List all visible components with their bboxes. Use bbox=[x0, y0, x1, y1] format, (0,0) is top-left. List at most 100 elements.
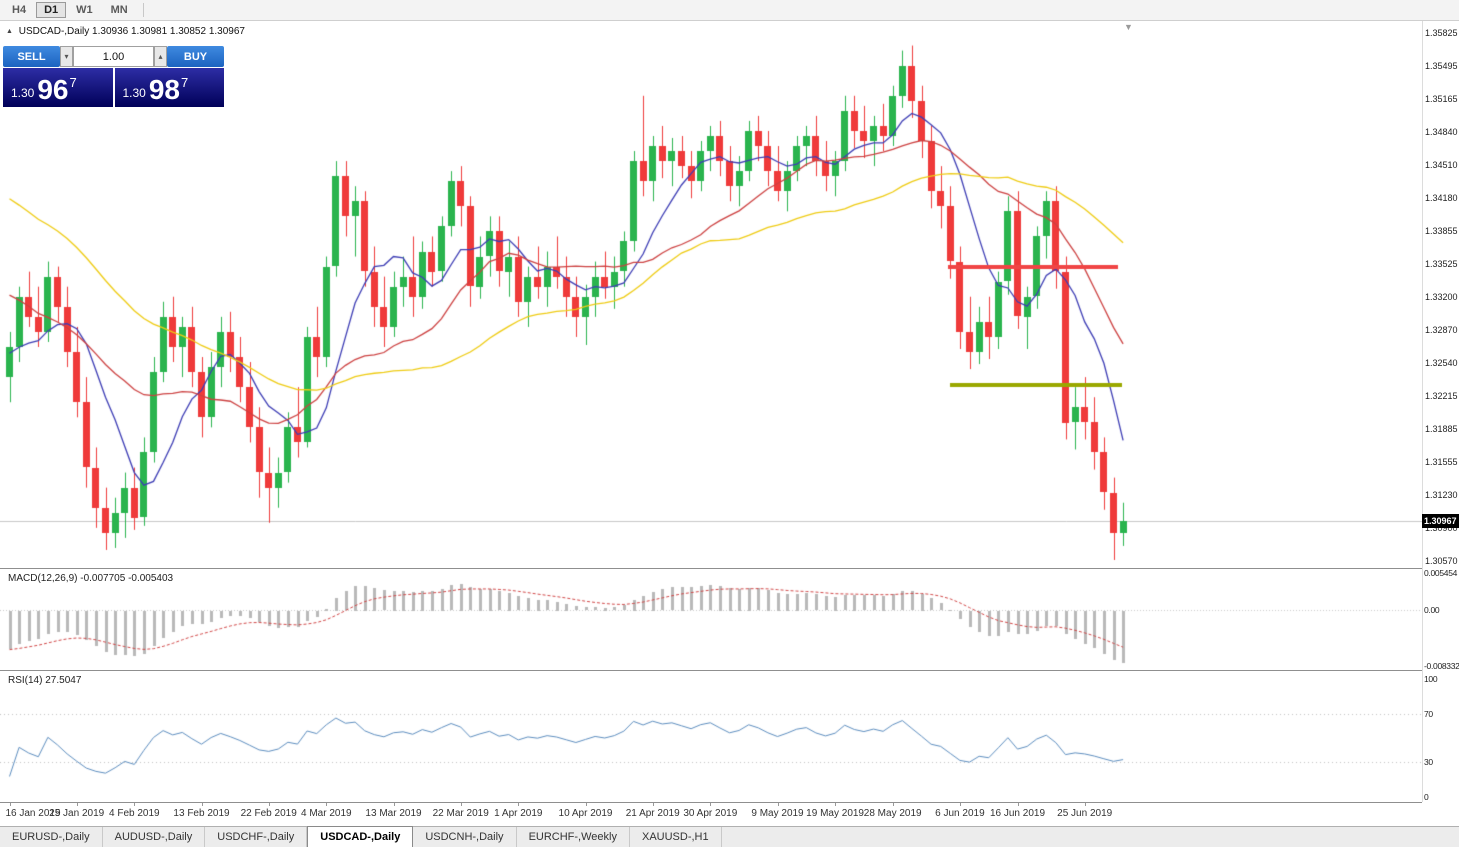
trade-prices-row: 1.30 96 7 1.30 98 7 bbox=[3, 68, 224, 107]
indicator-axis-label: 70 bbox=[1424, 709, 1433, 719]
chart-tab-bar: EURUSD-,Daily AUDUSD-,Daily USDCHF-,Daily U… bbox=[0, 826, 1459, 847]
chart-title-text: USDCAD-,Daily 1.30936 1.30981 1.30852 1.… bbox=[18, 26, 245, 37]
rsi-label: RSI(14) 27.5047 bbox=[8, 675, 82, 686]
chart-tab-usdchf-daily[interactable]: USDCHF-,Daily bbox=[205, 827, 308, 847]
rsi-indicator-canvas[interactable] bbox=[0, 671, 1422, 802]
date-tick-mark bbox=[202, 803, 203, 806]
date-axis-label: 4 Feb 2019 bbox=[108, 808, 160, 819]
date-tick-mark bbox=[960, 803, 961, 806]
date-tick-mark bbox=[835, 803, 836, 806]
date-axis-label: 13 Mar 2019 bbox=[365, 808, 422, 819]
date-axis-label: 25 Jan 2019 bbox=[49, 808, 105, 819]
timeframe-button-mn[interactable]: MN bbox=[110, 4, 128, 16]
volume-input[interactable]: 1.00 bbox=[73, 46, 154, 67]
one-click-trading-panel: SELL ▾ 1.00 ▴ BUY 1.30 96 7 1.30 98 7 bbox=[3, 46, 224, 107]
buy-price-display[interactable]: 1.30 98 7 bbox=[114, 68, 224, 107]
date-axis-label: 22 Feb 2019 bbox=[240, 808, 297, 819]
sell-button[interactable]: SELL bbox=[3, 46, 60, 67]
date-axis-label: 21 Apr 2019 bbox=[625, 808, 680, 819]
date-axis-label: 30 Apr 2019 bbox=[683, 808, 738, 819]
sell-price-display[interactable]: 1.30 96 7 bbox=[3, 68, 113, 107]
date-axis-label: 4 Mar 2019 bbox=[301, 808, 352, 819]
price-axis-label: 1.31885 bbox=[1425, 424, 1458, 434]
timeframe-toolbar: H4 D1 W1 MN bbox=[0, 0, 1459, 21]
buy-button[interactable]: BUY bbox=[167, 46, 224, 67]
price-axis-label: 1.32540 bbox=[1425, 358, 1458, 368]
volume-increase-button[interactable]: ▴ bbox=[154, 46, 167, 67]
chart-tab-eurusd-daily[interactable]: EURUSD-,Daily bbox=[0, 827, 103, 847]
sell-price-main: 96 bbox=[37, 74, 69, 105]
date-axis-label: 9 May 2019 bbox=[751, 808, 804, 819]
price-axis[interactable]: 1.30967 1.35825 1.35495 1.35165 1.34840 1.34… bbox=[1422, 0, 1459, 847]
indicator-axis-label: 0.00 bbox=[1424, 605, 1440, 615]
timeframe-buttons-group: H4 D1 W1 MN bbox=[0, 0, 137, 20]
price-axis-label: 1.34180 bbox=[1425, 193, 1458, 203]
price-chart-canvas[interactable] bbox=[0, 21, 1422, 568]
date-tick-mark bbox=[1085, 803, 1086, 806]
axis-vertical-line bbox=[1422, 21, 1423, 802]
chart-title: ▲ USDCAD-,Daily 1.30936 1.30981 1.30852 … bbox=[6, 26, 245, 37]
macd-label: MACD(12,26,9) -0.007705 -0.005403 bbox=[8, 573, 174, 584]
price-axis-label: 1.33855 bbox=[1425, 226, 1458, 236]
date-axis-label: 13 Feb 2019 bbox=[173, 808, 230, 819]
date-axis-separator bbox=[0, 802, 1459, 803]
price-axis-label: 1.35165 bbox=[1425, 94, 1458, 104]
date-tick-mark bbox=[893, 803, 894, 806]
date-tick-mark bbox=[778, 803, 779, 806]
chart-shift-marker[interactable]: ▼ bbox=[1124, 22, 1133, 32]
price-axis-label: 1.31555 bbox=[1425, 457, 1458, 467]
price-axis-label: 1.32215 bbox=[1425, 391, 1458, 401]
date-tick-mark bbox=[134, 803, 135, 806]
date-tick-mark bbox=[10, 803, 11, 806]
date-axis-label: 28 May 2019 bbox=[863, 808, 922, 819]
price-axis-label: 1.34840 bbox=[1425, 127, 1458, 137]
date-tick-mark bbox=[77, 803, 78, 806]
buy-price-main: 98 bbox=[148, 74, 181, 105]
date-axis-label: 19 May 2019 bbox=[806, 808, 865, 819]
price-axis-label: 1.35825 bbox=[1425, 28, 1458, 38]
chart-tab-usdcad-daily[interactable]: USDCAD-,Daily bbox=[307, 826, 414, 847]
date-tick-mark bbox=[586, 803, 587, 806]
price-axis-label: 1.32870 bbox=[1425, 325, 1458, 335]
date-axis-label: 16 Jun 2019 bbox=[989, 808, 1046, 819]
date-axis-label: 16 Jan 2019 bbox=[5, 808, 61, 819]
date-axis-label: 22 Mar 2019 bbox=[432, 808, 489, 819]
indicator-axis-label: 0 bbox=[1424, 792, 1429, 802]
date-tick-mark bbox=[461, 803, 462, 806]
toolbar-separator bbox=[142, 3, 144, 17]
chart-tab-usdcnh-daily[interactable]: USDCNH-,Daily bbox=[413, 827, 517, 847]
volume-decrease-button[interactable]: ▾ bbox=[60, 46, 73, 67]
timeframe-button-w1[interactable]: W1 bbox=[76, 4, 93, 16]
date-axis-label: 25 Jun 2019 bbox=[1057, 808, 1113, 819]
indicator-axis-label: -0.008332 bbox=[1424, 661, 1459, 671]
macd-indicator-canvas[interactable] bbox=[0, 569, 1422, 670]
buy-price-sup: 7 bbox=[181, 75, 189, 90]
indicator-axis-label: 100 bbox=[1424, 674, 1438, 684]
rsi-pane-separator[interactable] bbox=[0, 670, 1459, 671]
date-axis-label: 6 Jun 2019 bbox=[935, 808, 985, 819]
date-tick-mark bbox=[653, 803, 654, 806]
buy-price-prefix: 1.30 bbox=[122, 86, 146, 100]
chart-tab-eurchf-weekly[interactable]: EURCHF-,Weekly bbox=[516, 827, 630, 847]
date-tick-mark bbox=[326, 803, 327, 806]
price-axis-label: 1.33200 bbox=[1425, 292, 1458, 302]
date-tick-mark bbox=[710, 803, 711, 806]
date-tick-mark bbox=[518, 803, 519, 806]
timeframe-button-d1[interactable]: D1 bbox=[36, 2, 67, 18]
timeframe-button-h4[interactable]: H4 bbox=[12, 4, 27, 16]
price-axis-label: 1.34510 bbox=[1425, 160, 1458, 170]
date-axis-label: 1 Apr 2019 bbox=[494, 808, 543, 819]
date-axis[interactable]: 16 Jan 2019 25 Jan 2019 4 Feb 2019 13 Feb 2… bbox=[0, 803, 1459, 826]
chart-symbol-icon: ▲ bbox=[6, 28, 13, 35]
price-axis-label: 1.33525 bbox=[1425, 259, 1458, 269]
price-axis-label: 1.35495 bbox=[1425, 61, 1458, 71]
indicator-axis-label: 30 bbox=[1424, 757, 1433, 767]
price-axis-label: 1.30570 bbox=[1425, 556, 1458, 566]
macd-pane-separator[interactable] bbox=[0, 568, 1459, 569]
indicator-axis-label: 0.005454 bbox=[1424, 568, 1458, 578]
price-axis-label: 1.31230 bbox=[1425, 490, 1458, 500]
date-tick-mark bbox=[394, 803, 395, 806]
chart-tab-audusd-daily[interactable]: AUDUSD-,Daily bbox=[102, 827, 206, 847]
current-price-tag: 1.30967 bbox=[1422, 514, 1459, 528]
chart-tab-xauusd-h1[interactable]: XAUUSD-,H1 bbox=[629, 827, 722, 847]
